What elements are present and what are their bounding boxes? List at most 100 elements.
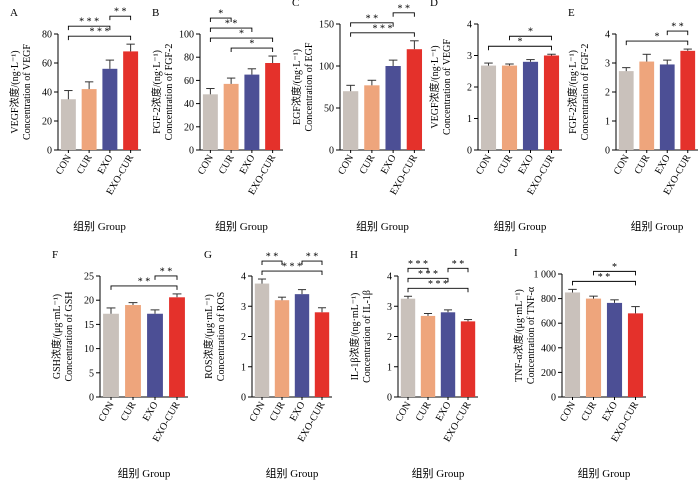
y-tick-label: 80: [184, 53, 194, 64]
x-tick-label: EXO: [96, 153, 116, 176]
y-tick-label: 2: [241, 332, 246, 343]
x-tick-label: CON: [248, 400, 268, 424]
bar-exo: [440, 312, 456, 397]
bar-con: [103, 313, 119, 397]
x-tick-label: EXO: [379, 153, 399, 176]
significance-stars: * * *: [408, 259, 428, 270]
significance-stars: * *: [138, 276, 151, 287]
significance-stars: * *: [160, 266, 173, 277]
panel-letter: B: [152, 7, 159, 19]
bar-exo: [294, 294, 310, 397]
bar-con: [480, 65, 497, 150]
significance-stars: *: [655, 32, 660, 43]
x-tick-label: CON: [196, 153, 216, 177]
y-axis-title-en: Concentration of TNF-α: [526, 286, 537, 384]
y-tick-label: 4: [387, 272, 392, 283]
significance-bracket: [407, 267, 429, 273]
significance-stars: *: [518, 37, 523, 48]
significance-bracket: [488, 45, 552, 51]
significance-stars: * *: [598, 272, 611, 283]
significance-bracket: [666, 30, 689, 36]
x-tick-label: CON: [394, 400, 414, 424]
y-axis-title-en: Concentration of IL-1β: [362, 290, 373, 383]
significance-stars: * *: [366, 13, 379, 24]
bar-exo: [102, 68, 118, 150]
y-axis-title-zh: FGF-2浓度/(ng·L⁻¹): [566, 50, 579, 134]
x-tick-label: CON: [54, 153, 74, 177]
bar-cur: [274, 300, 290, 397]
bar-con: [400, 298, 416, 397]
x-axis-title: 组别 Group: [631, 219, 684, 233]
chart-panel-f: F 0 5 10 15 20 25 GSH浓度/(μg·mL⁻¹) Concentration …: [50, 249, 188, 480]
y-axis-title-zh: VEGF浓度/(ng·L⁻¹): [428, 45, 441, 128]
bar-cur: [420, 315, 436, 397]
bar-exo: [244, 74, 260, 150]
significance-stars: * *: [114, 7, 127, 18]
y-axis-title-en: Concentration of ROS: [216, 292, 227, 381]
x-tick-label: EXO: [434, 400, 454, 423]
y-tick-label: 50: [324, 104, 334, 115]
chart-panel-d: D 0 1 2 3 4 VEGF浓度/(ng·L⁻¹) Concentration of VE…: [428, 0, 562, 233]
chart-panel-e: E 0 1 2 3 4 FGF-2浓度/(ng·L⁻¹) Concentration of F…: [566, 7, 698, 233]
y-tick-label: 0: [605, 146, 610, 157]
y-tick-label: 5: [89, 368, 94, 379]
x-tick-label: CON: [558, 400, 578, 424]
y-tick-label: 2: [467, 83, 472, 94]
x-axis-title: 组别 Group: [356, 219, 409, 233]
y-tick-label: 2: [605, 88, 610, 99]
y-tick-label: 40: [42, 88, 52, 99]
significance-stars: * * *: [428, 279, 448, 290]
bar-con: [342, 91, 359, 150]
y-tick-label: 20: [42, 117, 52, 128]
chart-panel-a: A 0 20 40 60 80 VEGF浓度/(ng·L⁻¹) Concentration o…: [8, 7, 141, 233]
bar-cur: [364, 85, 380, 150]
x-tick-label: CUR: [268, 400, 288, 424]
y-tick-label: 100: [179, 30, 194, 41]
bar-exo-cur: [627, 313, 644, 397]
y-tick-label: 200: [541, 368, 556, 379]
chart-panel-i: I 0 200 400 600 800 1 000 TNF-α浓度/(μg·mL⁻¹) Conc…: [512, 247, 646, 480]
significance-stars: * *: [266, 252, 279, 263]
bar-con: [564, 292, 581, 397]
significance-bracket: [509, 35, 552, 41]
significance-stars: * *: [452, 259, 465, 270]
significance-bracket: [350, 32, 415, 37]
significance-stars: * * *: [90, 27, 110, 38]
y-tick-label: 20: [84, 296, 94, 307]
bar-con: [60, 99, 76, 150]
x-tick-label: CUR: [579, 400, 599, 424]
bar-exo-cur: [169, 297, 185, 397]
bar-con: [254, 283, 270, 397]
bar-exo: [606, 302, 623, 397]
y-axis-title-en: Concentration of FGF-2: [164, 44, 175, 141]
significance-bracket: [109, 15, 132, 21]
chart-panel-g: G 0 1 2 3 4 ROS浓度/(μg·mL⁻¹) Concentration of RO…: [202, 249, 332, 480]
significance-stars: * *: [225, 19, 238, 30]
y-tick-label: 1: [467, 114, 472, 125]
y-tick-label: 3: [467, 51, 472, 62]
bar-exo: [385, 66, 401, 150]
y-axis-title-en: Concentration of FGF-2: [580, 44, 591, 141]
y-tick-label: 0: [467, 146, 472, 157]
x-axis-title: 组别 Group: [412, 466, 465, 480]
y-tick-label: 60: [42, 59, 52, 70]
significance-bracket: [593, 270, 636, 276]
bar-exo-cur: [314, 312, 330, 397]
x-axis-title: 组别 Group: [494, 219, 547, 233]
significance-bracket: [110, 285, 178, 290]
y-tick-label: 4: [467, 20, 472, 31]
significance-bracket: [67, 25, 111, 31]
significance-bracket: [67, 35, 132, 41]
y-tick-label: 0: [241, 393, 246, 404]
y-tick-label: 25: [84, 272, 94, 283]
significance-bracket: [230, 47, 274, 53]
bar-cur: [639, 61, 655, 150]
panel-letter: F: [52, 249, 58, 261]
significance-bracket: [407, 277, 449, 283]
panel-letter: C: [292, 0, 299, 9]
y-tick-label: 400: [541, 343, 556, 354]
significance-stars: *: [218, 9, 223, 20]
y-axis-title-zh: ROS浓度/(μg·mL⁻¹): [202, 294, 215, 379]
x-tick-label: EXO: [600, 400, 620, 423]
significance-stars: * *: [398, 3, 411, 14]
